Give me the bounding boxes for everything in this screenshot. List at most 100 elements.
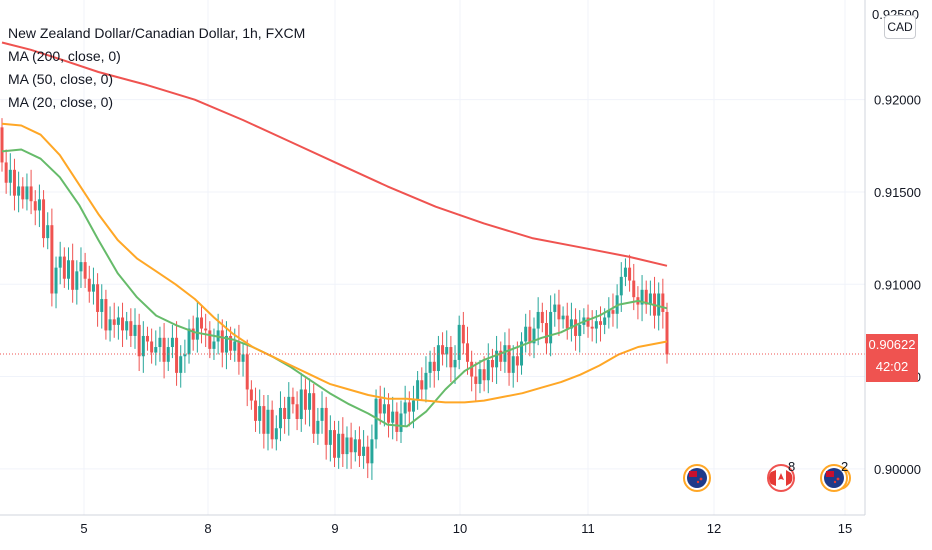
candle-body-up: [125, 321, 129, 331]
candle-body-down: [499, 350, 503, 362]
candle-body-down: [366, 446, 370, 464]
candle-body-up: [183, 354, 187, 357]
candle-body-up: [133, 324, 137, 336]
candle-body-down: [628, 267, 632, 281]
candle-body-up: [428, 361, 432, 373]
candle-body-up: [436, 345, 440, 372]
ma200-layer: [1, 41, 668, 267]
candle-body-up: [445, 347, 449, 355]
time-axis[interactable]: 5 8 9 10 11 12 15: [80, 521, 852, 536]
legend-ma20[interactable]: MA (20, close, 0): [8, 94, 114, 110]
candle-body-up: [511, 356, 515, 373]
candle-body-up: [320, 407, 324, 421]
candle-body-up: [108, 319, 112, 331]
candle-body-down: [283, 407, 287, 420]
event-count: 8: [788, 459, 795, 474]
candle-body-down: [245, 354, 249, 390]
candle-body-up: [416, 380, 420, 401]
candle-body-up: [195, 317, 199, 340]
candle-body-up: [100, 299, 104, 312]
candle-body-down: [515, 356, 519, 366]
candle-body-up: [233, 341, 237, 351]
candle-body-up: [532, 328, 536, 344]
candle-body-up: [399, 413, 403, 432]
ma-lines: [1, 122, 668, 428]
candle-body-down: [208, 330, 212, 349]
flag-leaf: [778, 473, 784, 480]
candle-body-up: [141, 335, 145, 357]
candle-body-down: [540, 311, 544, 324]
ma50-line: [1, 148, 668, 428]
candle-body-down: [586, 317, 590, 327]
candle-body-down: [104, 299, 108, 331]
candle-body-down: [237, 341, 241, 362]
candle-body-up: [224, 335, 228, 353]
candle-body-down: [395, 411, 399, 432]
candle-body-down: [466, 343, 469, 362]
candle-body-down: [432, 361, 436, 372]
new-zealand-flag-icon: [824, 468, 844, 488]
candle-body-down: [145, 335, 149, 342]
event-marker[interactable]: 2: [820, 459, 851, 492]
candle-body-down: [303, 389, 307, 410]
candle-body-up: [17, 186, 21, 196]
y-tick-label: 0.92000: [874, 93, 921, 108]
candle-body-up: [258, 406, 262, 421]
candle-body-up: [524, 326, 528, 342]
candle-body-down: [62, 256, 66, 279]
candle-body-up: [187, 328, 191, 355]
event-marker[interactable]: 8: [767, 459, 795, 492]
currency-badge[interactable]: CAD: [884, 15, 916, 39]
candle-body-up: [274, 428, 278, 440]
candle-body-up: [403, 402, 407, 414]
candle-body-down: [387, 404, 391, 423]
new-zealand-flag-icon: [687, 468, 707, 488]
candle-body-up: [486, 359, 490, 381]
candle-body-up: [37, 199, 41, 211]
candle-body-up: [569, 319, 573, 329]
candle-body-down: [644, 289, 648, 305]
candle-body-down: [295, 404, 299, 420]
candle-body-up: [316, 420, 320, 434]
candle-body-down: [42, 199, 46, 239]
candle-body-up: [241, 354, 245, 362]
candle-body-up: [170, 337, 174, 348]
candle-body-up: [46, 225, 50, 239]
candle-body-down: [270, 409, 274, 440]
legend-ma200[interactable]: MA (200, close, 0): [8, 48, 121, 64]
candle-body-up: [382, 404, 386, 414]
candle-body-up: [411, 400, 415, 412]
candle-body-up: [623, 267, 627, 277]
candle-body-down: [507, 345, 511, 373]
candle-body-down: [341, 433, 345, 455]
candle-body-down: [490, 359, 494, 368]
current-price-tag: 0.90622 42:02: [866, 334, 918, 382]
candle-body-down: [461, 324, 465, 344]
candle-body-down: [262, 406, 266, 434]
candle-body-down: [632, 280, 636, 298]
candle-body-down: [378, 398, 382, 414]
legend-ma50[interactable]: MA (50, close, 0): [8, 71, 114, 87]
candle-body-down: [83, 262, 87, 279]
candle-body-up: [594, 321, 598, 329]
candle-body-down: [357, 439, 361, 456]
candle-body-up: [54, 267, 58, 294]
candle-body-up: [8, 169, 12, 183]
candle-body-down: [565, 315, 569, 329]
candle-body-up: [391, 411, 395, 423]
chart-title: New Zealand Dollar/Canadian Dollar, 1h, …: [8, 25, 306, 41]
candle-body-up: [179, 356, 183, 373]
candle-body-down: [33, 201, 37, 211]
candle-body-down: [441, 345, 445, 355]
candles: [0, 118, 669, 480]
candle-body-down: [29, 186, 33, 202]
candle-body-up: [549, 311, 553, 344]
candle-body-down: [574, 319, 578, 336]
candle-body-down: [599, 321, 602, 325]
candle-body-up: [345, 437, 349, 455]
event-marker[interactable]: [683, 464, 711, 492]
ma20-line: [1, 122, 668, 404]
